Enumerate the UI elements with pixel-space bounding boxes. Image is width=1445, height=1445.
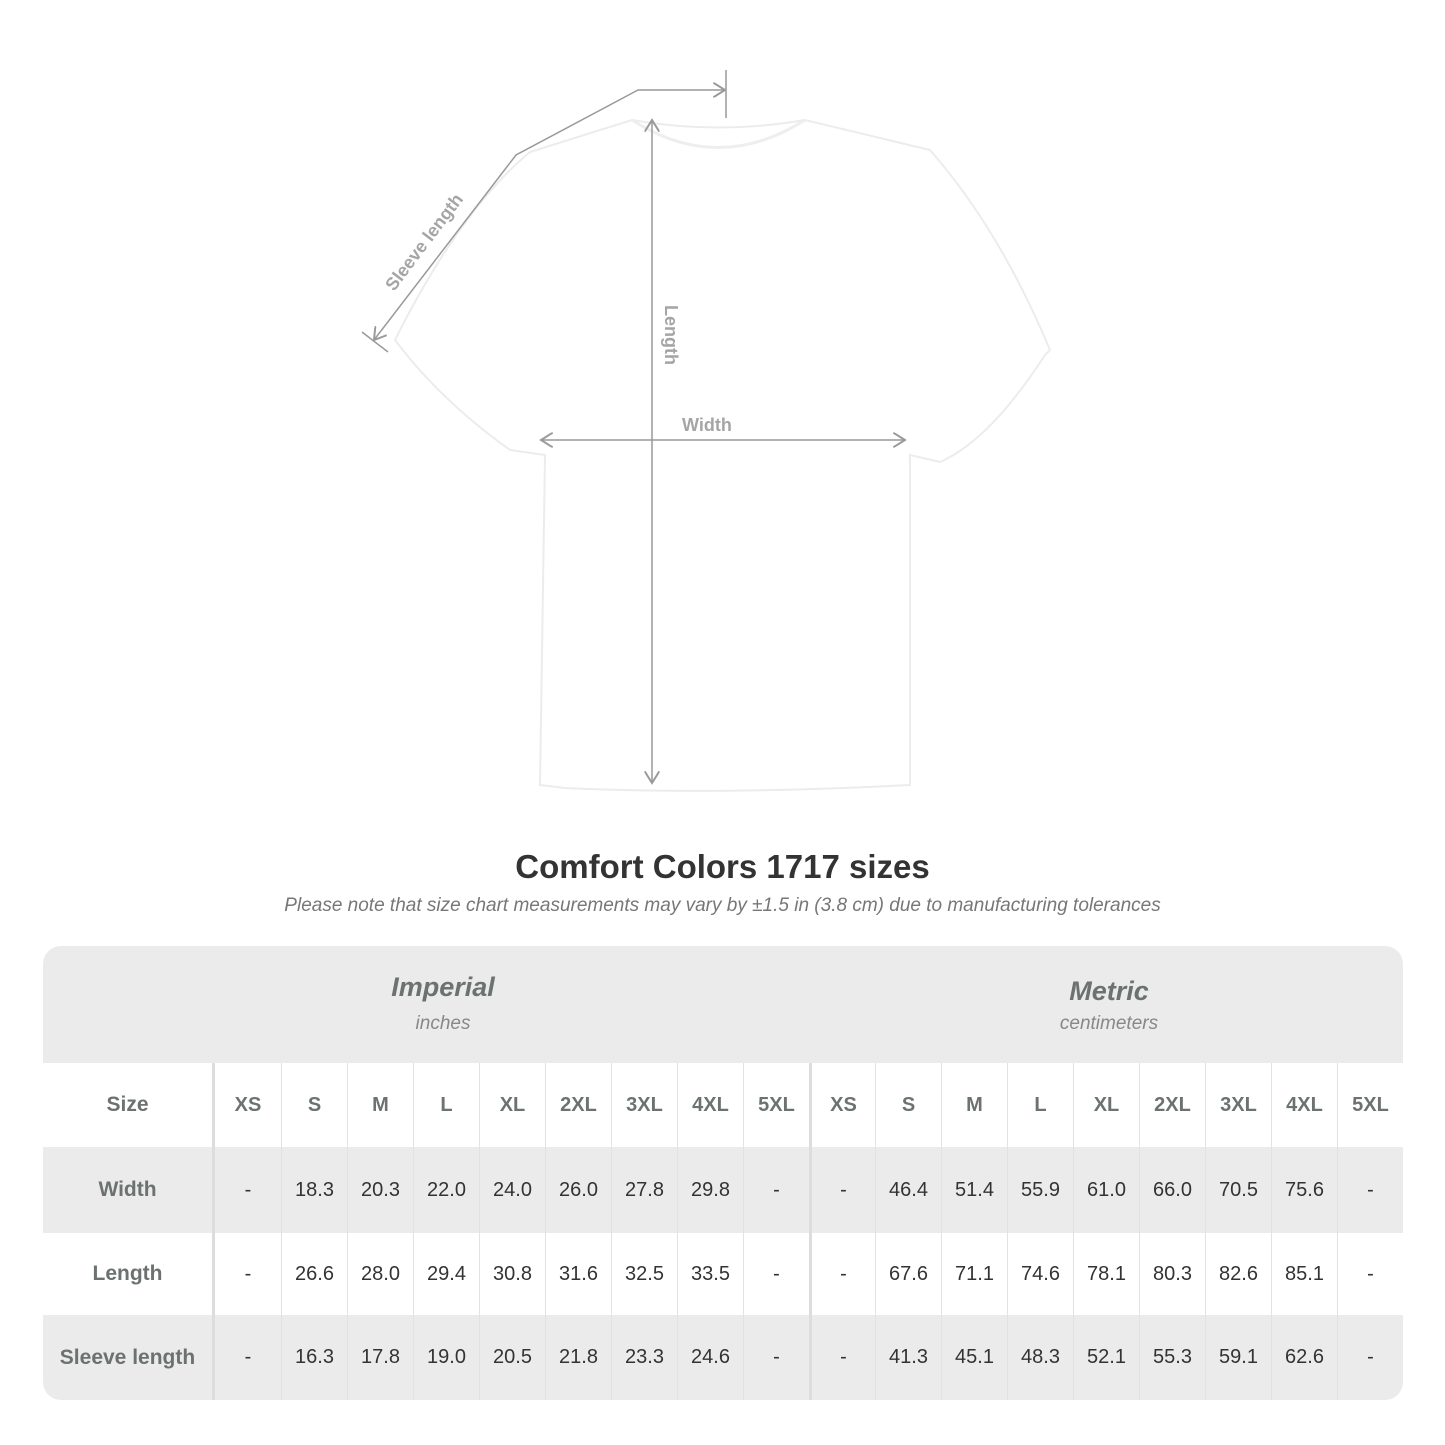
table-cell: - — [743, 1147, 809, 1233]
table-cell: 22.0 — [413, 1147, 479, 1233]
row-label: Width — [43, 1147, 215, 1233]
size-header-row: Size XS S M L XL 2XL 3XL 4XL 5XL XS S M L XL 2XL 3XL 4XL 5… — [43, 1063, 1403, 1147]
table-cell: - — [809, 1233, 875, 1315]
table-cell: 24.6 — [677, 1315, 743, 1400]
length-label: Length — [661, 305, 681, 365]
width-label: Width — [682, 415, 732, 435]
table-cell: 18.3 — [281, 1147, 347, 1233]
size-header-cell: 4XL — [1271, 1063, 1337, 1147]
table-cell: 20.5 — [479, 1315, 545, 1400]
size-table: Imperial inches Metric centimeters Size X… — [43, 946, 1403, 1400]
table-cell: 70.5 — [1205, 1147, 1271, 1233]
size-header-cell: 5XL — [1337, 1063, 1403, 1147]
table-cell: 23.3 — [611, 1315, 677, 1400]
imperial-title: Imperial — [391, 972, 495, 1002]
table-cell: - — [244, 1346, 252, 1368]
table-cell: - — [743, 1233, 809, 1315]
table-cell: 21.8 — [545, 1315, 611, 1400]
table-cell: 62.6 — [1271, 1315, 1337, 1400]
table-row: Sleeve length - 16.3 17.8 19.0 20.5 21.8 23.3 24… — [43, 1315, 1403, 1400]
table-cell: 66.0 — [1139, 1147, 1205, 1233]
imperial-unit: inches — [415, 1013, 471, 1034]
table-cell: - — [1337, 1315, 1403, 1400]
table-cell: 28.0 — [347, 1233, 413, 1315]
table-cell: 26.0 — [545, 1147, 611, 1233]
size-header-cell: L — [1007, 1063, 1073, 1147]
table-cell: 31.6 — [545, 1233, 611, 1315]
table-cell: 52.1 — [1073, 1315, 1139, 1400]
table-cell: - — [809, 1315, 875, 1400]
table-cell: 32.5 — [611, 1233, 677, 1315]
table-cell: 78.1 — [1073, 1233, 1139, 1315]
table-cell: 74.6 — [1007, 1233, 1073, 1315]
size-header-cell: S — [875, 1063, 941, 1147]
table-cell: 20.3 — [347, 1147, 413, 1233]
size-header-cell: M — [941, 1063, 1007, 1147]
table-cell: 85.1 — [1271, 1233, 1337, 1315]
table-cell: 75.6 — [1271, 1147, 1337, 1233]
size-header-cell: S — [281, 1063, 347, 1147]
table-cell: - — [244, 1178, 252, 1201]
table-cell: 67.6 — [875, 1233, 941, 1315]
row-label: Size — [43, 1063, 215, 1147]
size-header-cell: 5XL — [743, 1063, 809, 1147]
table-cell: 46.4 — [875, 1147, 941, 1233]
table-cell: 71.1 — [941, 1233, 1007, 1315]
table-cell: 16.3 — [281, 1315, 347, 1400]
size-header-cell: XL — [479, 1063, 545, 1147]
table-cell: - — [809, 1147, 875, 1233]
row-label: Length — [43, 1233, 215, 1315]
size-header-cell: 2XL — [1139, 1063, 1205, 1147]
size-header-cell: 2XL — [545, 1063, 611, 1147]
imperial-header: Imperial inches — [215, 972, 671, 1035]
table-cell: 51.4 — [941, 1147, 1007, 1233]
table-row: Width -18.3 20.3 22.0 24.0 26.0 27.8 29.8- -46.4… — [43, 1147, 1403, 1233]
page-title: Comfort Colors 1717 sizes — [515, 848, 930, 885]
size-header-cell: 4XL — [677, 1063, 743, 1147]
unit-header: Imperial inches Metric centimeters — [43, 946, 1403, 1063]
size-header-cell: 3XL — [1205, 1063, 1271, 1147]
table-cell: 30.8 — [479, 1233, 545, 1315]
table-cell: 80.3 — [1139, 1233, 1205, 1315]
table-cell: 41.3 — [875, 1315, 941, 1400]
metric-unit: centimeters — [1059, 1013, 1159, 1034]
table-cell: 24.0 — [479, 1147, 545, 1233]
tolerance-note: Please note that size chart measurements… — [284, 895, 1161, 916]
table-cell: - — [244, 1262, 252, 1285]
metric-title: Metric — [1069, 976, 1149, 1006]
table-cell: 29.8 — [677, 1147, 743, 1233]
sleeve-line — [374, 90, 725, 340]
table-row: Length -26.6 28.0 29.4 30.8 31.6 32.5 33.5- -67.… — [43, 1233, 1403, 1315]
metric-header: Metric centimeters — [809, 976, 1403, 1035]
size-header-cell: L — [413, 1063, 479, 1147]
size-header-cell: XL — [1073, 1063, 1139, 1147]
table-cell: 29.4 — [413, 1233, 479, 1315]
table-cell: - — [743, 1315, 809, 1400]
tshirt-diagram: Sleeve length Length Width — [361, 70, 1052, 792]
table-cell: 17.8 — [347, 1315, 413, 1400]
table-cell: 82.6 — [1205, 1233, 1271, 1315]
table-cell: 19.0 — [413, 1315, 479, 1400]
table-cell: 45.1 — [941, 1315, 1007, 1400]
size-header-cell: M — [347, 1063, 413, 1147]
table-cell: 26.6 — [281, 1233, 347, 1315]
tshirt-shape — [393, 118, 1052, 792]
table-cell: 55.3 — [1139, 1315, 1205, 1400]
table-cell: 61.0 — [1073, 1147, 1139, 1233]
size-header-cell: 3XL — [611, 1063, 677, 1147]
table-cell: 55.9 — [1007, 1147, 1073, 1233]
table-cell: 48.3 — [1007, 1315, 1073, 1400]
table-cell: - — [1337, 1147, 1403, 1233]
table-cell: 59.1 — [1205, 1315, 1271, 1400]
table-cell: 33.5 — [677, 1233, 743, 1315]
size-header-cell: XS — [234, 1093, 262, 1116]
table-cell: - — [1337, 1233, 1403, 1315]
table-cell: 27.8 — [611, 1147, 677, 1233]
row-label: Sleeve length — [43, 1315, 215, 1400]
size-header-cell: XS — [809, 1063, 875, 1147]
